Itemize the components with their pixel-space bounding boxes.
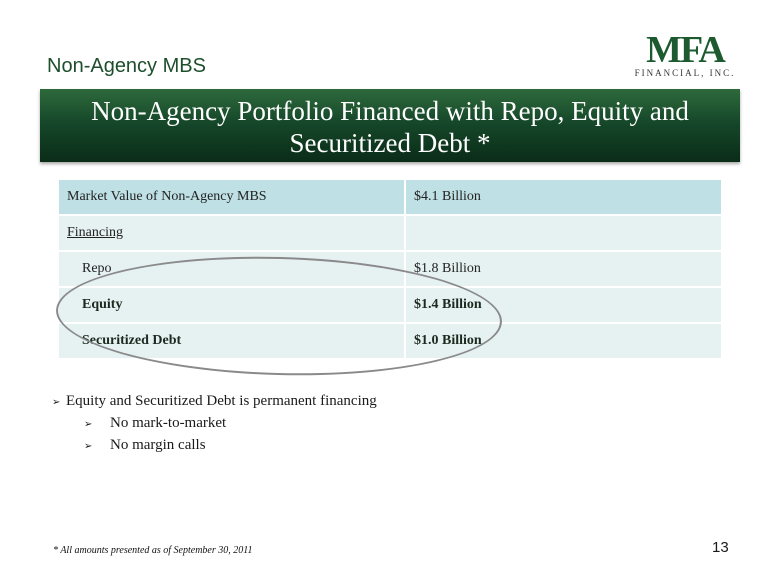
sub-bullet-item: ➢ No mark-to-market <box>52 413 377 435</box>
table-row: Market Value of Non-Agency MBS $4.1 Bill… <box>59 180 721 215</box>
page-number: 13 <box>712 539 729 556</box>
table-cell-label: Market Value of Non-Agency MBS <box>59 180 406 215</box>
table-cell-value: $1.4 Billion <box>414 297 482 312</box>
bullet-list: ➢ Equity and Securitized Debt is permanen… <box>52 391 377 457</box>
table-cell-label: Financing <box>59 215 406 251</box>
bullet-item: ➢ Equity and Securitized Debt is permanen… <box>52 391 377 413</box>
footnote: * All amounts presented as of September … <box>53 545 253 556</box>
table-cell-label: Repo <box>59 251 406 287</box>
bullet-text: Equity and Securitized Debt is permanent… <box>66 393 377 409</box>
slide-title-line-1: Non-Agency Portfolio Financed with Repo,… <box>91 96 689 126</box>
table-cell-value: $1.8 Billion <box>414 261 481 276</box>
arrow-bullet-icon: ➢ <box>84 441 93 452</box>
bullet-text: No margin calls <box>110 437 206 453</box>
table-row: Repo $1.8 Billion <box>59 251 721 287</box>
arrow-bullet-icon: ➢ <box>52 397 61 408</box>
table-cell-value: $1.0 Billion <box>414 333 482 348</box>
table-cell-value: $4.1 Billion <box>414 189 481 204</box>
table-cell-label: Equity <box>59 287 406 323</box>
table-cell-label: Securitized Debt <box>59 323 406 359</box>
logo-mark: MFA <box>646 29 726 71</box>
slide-title-line-2: Securitized Debt * <box>289 128 491 158</box>
sub-bullet-item: ➢ No margin calls <box>52 435 377 457</box>
financing-table: Market Value of Non-Agency MBS $4.1 Bill… <box>59 180 721 360</box>
table-row: Securitized Debt $1.0 Billion <box>59 323 721 359</box>
table-cell-value <box>405 215 721 251</box>
title-banner: Non-Agency Portfolio Financed with Repo,… <box>40 89 740 162</box>
slide-title: Non-Agency Portfolio Financed with Repo,… <box>40 95 740 159</box>
table-row: Financing <box>59 215 721 251</box>
company-logo: MFA FINANCIAL, INC. <box>626 30 744 82</box>
arrow-bullet-icon: ➢ <box>84 419 93 430</box>
logo-subtitle: FINANCIAL, INC. <box>634 68 736 78</box>
section-label: Non-Agency MBS <box>47 55 206 77</box>
table-row: Equity $1.4 Billion <box>59 287 721 323</box>
bullet-text: No mark-to-market <box>110 415 227 431</box>
